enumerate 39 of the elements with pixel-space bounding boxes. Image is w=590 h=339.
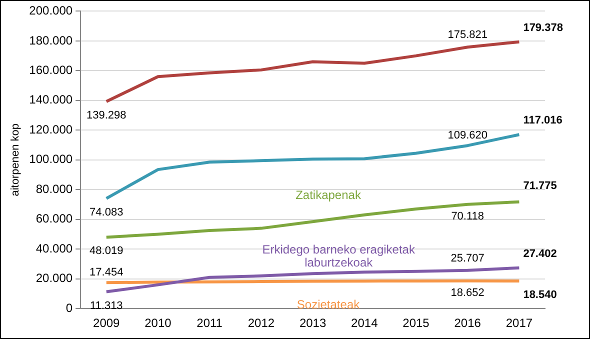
series-label: Erkidego barneko eragiketak laburtzekoak bbox=[262, 242, 416, 270]
y-tick-label: 0 bbox=[66, 300, 73, 315]
data-label: 175.821 bbox=[448, 29, 488, 42]
y-tick-label: 60.000 bbox=[36, 212, 73, 226]
y-axis-title: aitorpenen kop bbox=[10, 124, 22, 196]
data-label: 25.707 bbox=[450, 252, 484, 264]
y-tick-label: 20.000 bbox=[36, 271, 73, 286]
x-tick-label: 2017 bbox=[506, 316, 533, 330]
data-label: 27.402 bbox=[523, 248, 557, 260]
x-tick-label: 2009 bbox=[93, 316, 120, 330]
y-tick-label: 40.000 bbox=[36, 241, 73, 256]
y-tick-label: 80.000 bbox=[36, 182, 73, 196]
x-tick-label: 2014 bbox=[351, 316, 378, 330]
series-label: Sozietateak bbox=[296, 298, 361, 312]
data-label: 139.298 bbox=[86, 109, 126, 122]
data-label: 71.775 bbox=[523, 180, 557, 192]
y-tick-label: 160.000 bbox=[29, 62, 73, 77]
data-label: 179.378 bbox=[523, 22, 563, 34]
data-label: 74.083 bbox=[90, 206, 124, 218]
data-label: 18.540 bbox=[523, 289, 557, 302]
y-tick-label: 140.000 bbox=[29, 92, 73, 107]
data-label: 109.620 bbox=[448, 130, 488, 142]
x-tick-label: 2013 bbox=[299, 316, 326, 330]
x-tick-label: 2016 bbox=[454, 316, 482, 330]
x-tick-label: 2012 bbox=[248, 316, 275, 330]
data-label: 117.016 bbox=[523, 114, 562, 127]
y-tick-label: 180.000 bbox=[29, 33, 73, 48]
data-label: 18.652 bbox=[450, 286, 484, 299]
x-tick-label: 2015 bbox=[402, 316, 430, 330]
series-label: Zatikapenak bbox=[296, 188, 362, 202]
y-tick-label: 120.000 bbox=[29, 122, 73, 136]
y-tick-label: 100.000 bbox=[29, 152, 73, 166]
data-label: 17.454 bbox=[90, 266, 124, 279]
x-tick-label: 2010 bbox=[144, 316, 172, 330]
x-tick-label: 2011 bbox=[196, 316, 223, 330]
data-label: 11.313 bbox=[90, 300, 123, 312]
data-label: 48.019 bbox=[90, 245, 124, 258]
data-label: 70.118 bbox=[451, 210, 484, 222]
y-tick-label: 200.000 bbox=[29, 4, 73, 18]
